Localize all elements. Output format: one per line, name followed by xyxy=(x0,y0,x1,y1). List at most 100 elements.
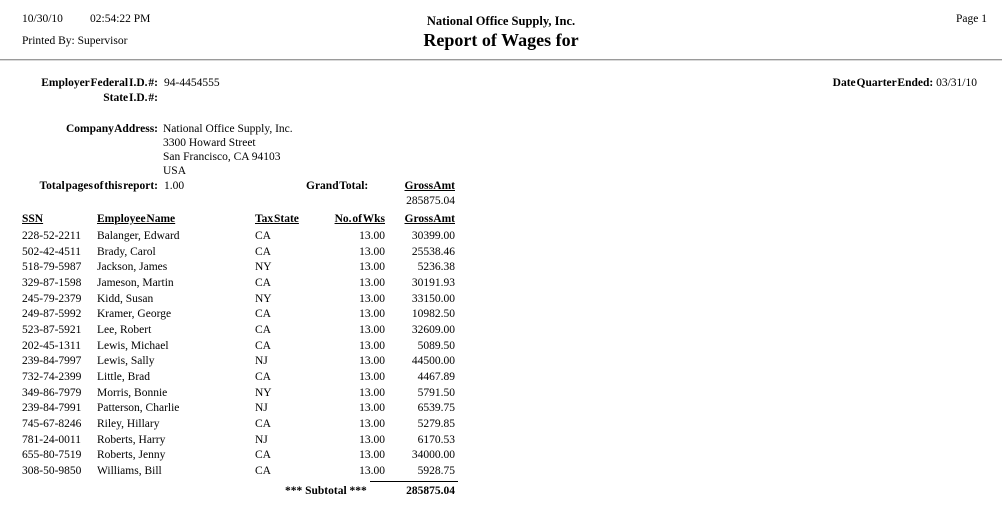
cell-gross-amt: 32609.00 xyxy=(411,324,455,337)
quarter-ended-label: Date Quarter Ended: xyxy=(832,77,934,89)
cell-ssn: 502-42-4511 xyxy=(22,245,81,258)
print-time: 02:54:22 PM xyxy=(90,13,151,25)
table-row: 228-52-2211 Balanger, Edward CA 13.00 30… xyxy=(0,229,1002,245)
cell-ssn: 228-52-2211 xyxy=(22,230,81,242)
cell-ssn: 329-87-1598 xyxy=(22,277,82,290)
cell-ssn: 523-87-5921 xyxy=(22,324,82,337)
company-address-label: Company Address: xyxy=(65,123,158,135)
cell-employee-name: Brady, Carol xyxy=(97,245,156,258)
cell-employee-name: Lewis, Michael xyxy=(97,339,169,352)
cell-no-of-wks: 13.00 xyxy=(359,433,385,446)
cell-tax-state: NY xyxy=(255,386,272,399)
cell-gross-amt: 25538.46 xyxy=(411,245,455,258)
subtotal-value: 285875.04 xyxy=(406,485,455,497)
cell-no-of-wks: 13.00 xyxy=(359,355,385,368)
cell-tax-state: NY xyxy=(255,261,272,274)
cell-no-of-wks: 13.00 xyxy=(359,308,385,321)
cell-employee-name: Jameson, Martin xyxy=(97,277,174,290)
cell-employee-name: Roberts, Jenny xyxy=(97,449,166,462)
cell-employee-name: Riley, Hillary xyxy=(97,418,160,431)
cell-no-of-wks: 13.00 xyxy=(359,277,385,290)
cell-ssn: 655-80-7519 xyxy=(22,449,82,462)
cell-gross-amt: 5791.50 xyxy=(417,386,455,399)
cell-no-of-wks: 13.00 xyxy=(359,402,385,415)
report-title: Report of Wages for xyxy=(423,30,579,50)
cell-ssn: 308-50-9850 xyxy=(22,465,82,478)
company-address-line: USA xyxy=(163,165,187,177)
table-row: 202-45-1311 Lewis, Michael CA 13.00 5089… xyxy=(0,339,1002,355)
subtotal-divider xyxy=(370,481,458,482)
quarter-ended-value: 03/31/10 xyxy=(936,77,977,89)
cell-ssn: 745-67-8246 xyxy=(22,418,82,431)
column-header-tax-state: Tax State xyxy=(255,213,299,225)
table-row: 745-67-8246 Riley, Hillary CA 13.00 5279… xyxy=(0,417,1002,433)
federal-id-label: Employer Federal I.D. #: xyxy=(41,77,158,89)
grand-total-label: Grand Total: xyxy=(306,180,369,192)
table-row: 308-50-9850 Williams, Bill CA 13.00 5928… xyxy=(0,464,1002,480)
print-date: 10/30/10 xyxy=(22,13,63,25)
table-row: 249-87-5992 Kramer, George CA 13.00 1098… xyxy=(0,307,1002,323)
cell-no-of-wks: 13.00 xyxy=(359,230,385,242)
cell-gross-amt: 5279.85 xyxy=(417,418,455,431)
table-row: 349-86-7979 Morris, Bonnie NY 13.00 5791… xyxy=(0,386,1002,402)
table-row: 502-42-4511 Brady, Carol CA 13.00 25538.… xyxy=(0,245,1002,261)
table-row: 239-84-7991 Patterson, Charlie NJ 13.00 … xyxy=(0,401,1002,417)
table-row: 239-84-7997 Lewis, Sally NJ 13.00 44500.… xyxy=(0,354,1002,370)
cell-no-of-wks: 13.00 xyxy=(359,292,385,305)
cell-gross-amt: 30399.00 xyxy=(411,230,455,242)
cell-no-of-wks: 13.00 xyxy=(359,261,385,274)
federal-id-value: 94-4454555 xyxy=(164,77,220,89)
cell-tax-state: CA xyxy=(255,277,271,290)
cell-gross-amt: 5236.38 xyxy=(417,261,455,274)
cell-employee-name: Lewis, Sally xyxy=(97,355,155,368)
cell-employee-name: Patterson, Charlie xyxy=(97,402,180,415)
cell-gross-amt: 44500.00 xyxy=(411,355,455,368)
printed-by: Printed By: Supervisor xyxy=(22,35,128,47)
cell-gross-amt: 4467.89 xyxy=(417,371,455,384)
subtotal-label: *** Subtotal *** xyxy=(285,485,367,497)
cell-gross-amt: 5089.50 xyxy=(417,339,455,352)
table-row: 732-74-2399 Little, Brad CA 13.00 4467.8… xyxy=(0,370,1002,386)
column-header-employee-name: Employee Name xyxy=(97,213,176,225)
cell-no-of-wks: 13.00 xyxy=(359,465,385,478)
cell-gross-amt: 30191.93 xyxy=(411,277,455,290)
cell-employee-name: Morris, Bonnie xyxy=(97,386,168,399)
cell-tax-state: CA xyxy=(255,465,271,478)
table-row: 329-87-1598 Jameson, Martin CA 13.00 301… xyxy=(0,276,1002,292)
table-row: 781-24-0011 Roberts, Harry NJ 13.00 6170… xyxy=(0,433,1002,449)
cell-tax-state: CA xyxy=(255,245,271,258)
cell-tax-state: CA xyxy=(255,418,271,431)
quarter-ended: Date Quarter Ended: 03/31/10 xyxy=(700,77,977,89)
cell-tax-state: CA xyxy=(255,449,271,462)
grand-total-column-header: Gross Amt xyxy=(404,180,456,192)
table-row: 523-87-5921 Lee, Robert CA 13.00 32609.0… xyxy=(0,323,1002,339)
cell-tax-state: NY xyxy=(255,292,272,305)
cell-ssn: 249-87-5992 xyxy=(22,308,82,321)
cell-ssn: 202-45-1311 xyxy=(22,339,81,352)
cell-tax-state: CA xyxy=(255,230,271,242)
cell-gross-amt: 6170.53 xyxy=(417,433,455,446)
cell-tax-state: NJ xyxy=(255,433,268,446)
cell-tax-state: NJ xyxy=(255,355,268,368)
cell-ssn: 239-84-7991 xyxy=(22,402,82,415)
cell-ssn: 732-74-2399 xyxy=(22,371,82,384)
employee-table-header: SSN Employee Name Tax State No. of Wks G… xyxy=(0,213,1002,229)
cell-employee-name: Roberts, Harry xyxy=(97,433,166,446)
total-pages-label: Total pages of this report: xyxy=(39,180,159,192)
cell-tax-state: CA xyxy=(255,339,271,352)
total-pages-value: 1.00 xyxy=(164,180,185,192)
column-header-no-of-wks: No. of Wks xyxy=(334,213,385,225)
column-header-gross-amt: Gross Amt xyxy=(404,213,456,225)
cell-employee-name: Kramer, George xyxy=(97,308,172,321)
column-header-ssn: SSN xyxy=(22,213,44,225)
employee-table-body: 228-52-2211 Balanger, Edward CA 13.00 30… xyxy=(0,229,1002,480)
cell-gross-amt: 10982.50 xyxy=(411,308,455,321)
cell-tax-state: NJ xyxy=(255,402,268,415)
cell-tax-state: CA xyxy=(255,324,271,337)
cell-ssn: 245-79-2379 xyxy=(22,292,82,305)
company-address-line: 3300 Howard Street xyxy=(163,137,256,149)
cell-no-of-wks: 13.00 xyxy=(359,386,385,399)
cell-tax-state: CA xyxy=(255,371,271,384)
table-row: 245-79-2379 Kidd, Susan NY 13.00 33150.0… xyxy=(0,292,1002,308)
